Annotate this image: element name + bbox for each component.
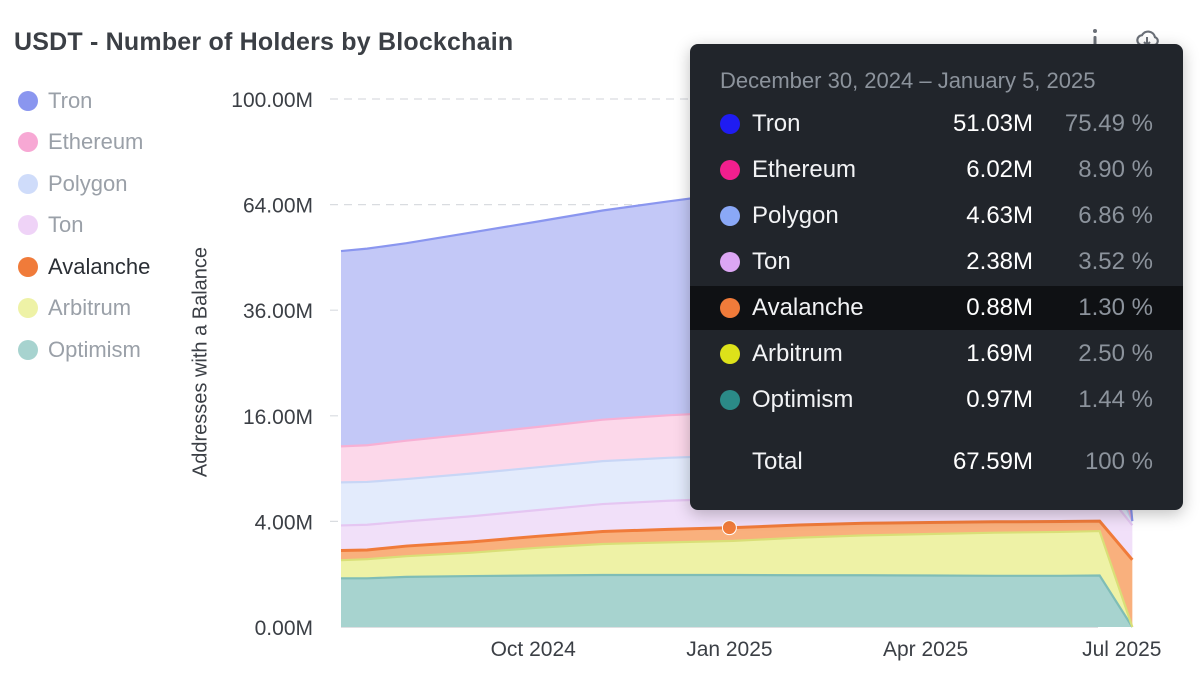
tooltip-percent: 2.50 %	[1078, 340, 1153, 367]
tooltip-series-name: Ethereum	[752, 156, 857, 183]
tooltip-percent: 1.30 %	[1078, 294, 1153, 321]
legend-item-polygon[interactable]: Polygon	[18, 163, 150, 205]
tooltip-total-row: Total 67.59M 100 %	[690, 440, 1183, 484]
legend-item-avalanche[interactable]: Avalanche	[18, 246, 150, 288]
y-tick-label: 36.00M	[243, 300, 313, 323]
tooltip-swatch	[720, 252, 740, 272]
legend-swatch	[18, 339, 38, 360]
legend-item-optimism[interactable]: Optimism	[18, 329, 150, 371]
tooltip-value: 4.63M	[966, 202, 1033, 229]
tooltip-series-name: Polygon	[752, 202, 839, 229]
tooltip-swatch	[720, 114, 740, 134]
series-line-optimism	[341, 573, 1134, 628]
legend-swatch	[18, 90, 38, 111]
legend-item-arbitrum[interactable]: Arbitrum	[18, 288, 150, 330]
tooltip-percent: 8.90 %	[1078, 156, 1153, 183]
legend-swatch	[18, 298, 38, 319]
tooltip-value: 51.03M	[952, 110, 1033, 137]
tooltip-percent: 75.49 %	[1064, 110, 1153, 137]
y-tick-label: 4.00M	[255, 511, 313, 534]
tooltip-row-ton: Ton 2.38M 3.52 %	[690, 240, 1183, 284]
chart-tooltip: December 30, 2024 – January 5, 2025 Tron…	[690, 44, 1183, 510]
tooltip-swatch	[720, 206, 740, 226]
tooltip-value: 0.97M	[966, 386, 1033, 413]
legend-label: Polygon	[48, 170, 128, 196]
chart-title: USDT - Number of Holders by Blockchain	[14, 28, 514, 56]
legend-label: Arbitrum	[48, 295, 132, 321]
tooltip-total-label: Total	[752, 448, 803, 475]
y-tick-label: 16.00M	[243, 406, 313, 429]
tooltip-swatch	[720, 298, 740, 318]
tooltip-total-value: 67.59M	[952, 448, 1033, 475]
tooltip-series-name: Tron	[752, 110, 801, 137]
legend-swatch	[18, 256, 38, 277]
legend-swatch	[18, 173, 38, 194]
legend-item-ethereum[interactable]: Ethereum	[18, 122, 150, 164]
legend-item-ton[interactable]: Ton	[18, 205, 150, 247]
highlight-point	[721, 520, 737, 536]
tooltip-row-avalanche: Avalanche 0.88M 1.30 %	[690, 286, 1183, 330]
y-tick-label: 100.00M	[231, 89, 313, 112]
tooltip-swatch	[720, 160, 740, 180]
legend-label: Optimism	[48, 336, 141, 362]
tooltip-value: 0.88M	[966, 294, 1033, 321]
legend-label: Ethereum	[48, 129, 144, 155]
tooltip-row-polygon: Polygon 4.63M 6.86 %	[690, 194, 1183, 238]
tooltip-percent: 6.86 %	[1078, 202, 1153, 229]
tooltip-series-name: Arbitrum	[752, 340, 843, 367]
legend-label: Ton	[48, 212, 84, 238]
x-tick-label: Jan 2025	[686, 638, 772, 661]
series-line-arbitrum	[340, 529, 1134, 628]
area-arbitrum	[341, 531, 1133, 627]
legend-label: Tron	[48, 87, 93, 113]
tooltip-row-tron: Tron 51.03M 75.49 %	[690, 102, 1183, 146]
y-axis-label: Addresses with a Balance	[189, 246, 212, 478]
tooltip-total-percent: 100 %	[1084, 448, 1153, 475]
tooltip-value: 2.38M	[966, 248, 1033, 275]
tooltip-swatch	[720, 390, 740, 410]
chart-legend: Tron Ethereum Polygon Ton Avalanche Arbitrum O…	[18, 80, 150, 371]
tooltip-swatch	[720, 344, 740, 364]
tooltip-value: 1.69M	[966, 340, 1033, 367]
legend-item-tron[interactable]: Tron	[18, 80, 150, 122]
tooltip-series-name: Ton	[752, 248, 791, 275]
tooltip-series-name: Avalanche	[752, 294, 864, 321]
tooltip-date-range: December 30, 2024 – January 5, 2025	[720, 68, 1096, 93]
x-tick-label: Jul 2025	[1082, 638, 1161, 661]
legend-label: Avalanche	[48, 253, 151, 279]
x-tick-label: Apr 2025	[883, 638, 968, 661]
tooltip-row-arbitrum: Arbitrum 1.69M 2.50 %	[690, 332, 1183, 376]
y-tick-label: 0.00M	[255, 617, 313, 640]
legend-swatch	[18, 215, 38, 236]
tooltip-row-optimism: Optimism 0.97M 1.44 %	[690, 378, 1183, 422]
legend-swatch	[18, 132, 38, 153]
tooltip-series-name: Optimism	[752, 386, 854, 413]
tooltip-percent: 1.44 %	[1078, 386, 1153, 413]
tooltip-row-ethereum: Ethereum 6.02M 8.90 %	[690, 148, 1183, 192]
area-optimism	[341, 574, 1133, 627]
x-tick-label: Oct 2024	[491, 638, 577, 661]
tooltip-percent: 3.52 %	[1078, 248, 1153, 275]
y-tick-label: 64.00M	[243, 195, 313, 218]
tooltip-value: 6.02M	[966, 156, 1033, 183]
